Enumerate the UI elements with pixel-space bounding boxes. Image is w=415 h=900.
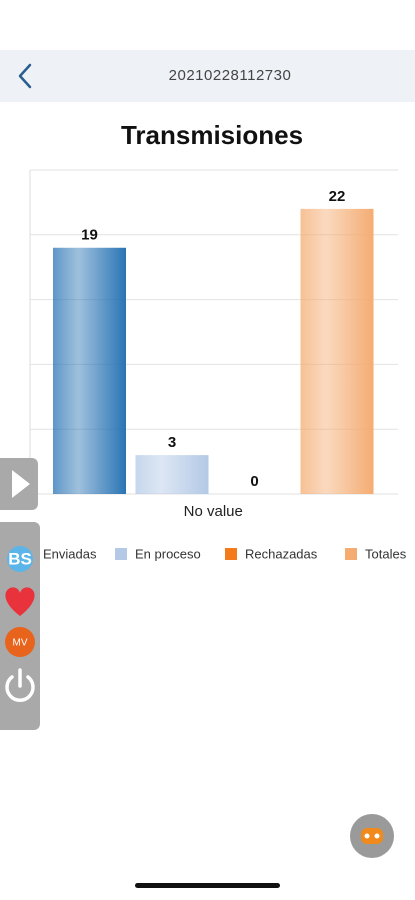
bar <box>53 247 126 494</box>
chatbot-face <box>361 828 383 844</box>
data-label: 22 <box>329 188 346 205</box>
legend-label: Enviadas <box>43 546 97 561</box>
legend-label: Rechazadas <box>245 546 318 561</box>
bs-icon[interactable] <box>7 546 33 572</box>
bs-label: BS <box>8 549 32 568</box>
toggle-arrow <box>12 470 30 498</box>
home-indicator <box>135 883 280 888</box>
mv-label: MV <box>13 638 28 649</box>
x-tick-label: No value <box>184 503 243 520</box>
legend-swatch <box>115 548 127 560</box>
header-title: 20210228112730 <box>168 67 292 84</box>
legend-swatch <box>225 548 237 560</box>
power-icon[interactable] <box>5 668 35 702</box>
bar <box>300 208 374 494</box>
legend-swatch <box>345 548 357 560</box>
legend-label: En proceso <box>135 546 201 561</box>
data-label: 3 <box>168 434 176 451</box>
header-bar: 20210228112730 <box>0 50 415 102</box>
mv-icon[interactable] <box>5 627 35 657</box>
data-label: 0 <box>250 473 258 490</box>
legend-label: Totales <box>365 546 407 561</box>
chatbot-eye <box>364 833 370 839</box>
back-button[interactable] <box>12 61 42 91</box>
chatbot-eye <box>374 833 380 839</box>
chart-title: Transmisiones <box>121 120 303 150</box>
favorites-icon[interactable] <box>5 587 35 616</box>
data-label: 19 <box>81 227 98 244</box>
bar <box>135 455 209 494</box>
